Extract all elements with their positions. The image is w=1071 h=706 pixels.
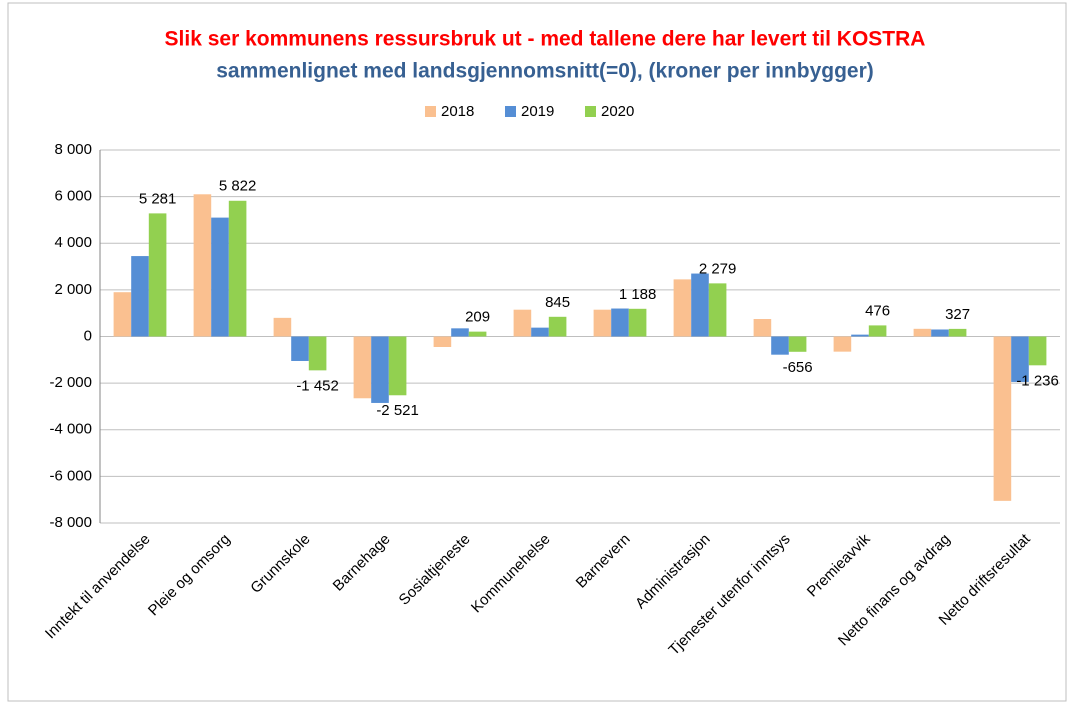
bar — [291, 336, 309, 361]
chart-subtitle: sammenlignet med landsgjennomsnitt(=0), … — [216, 60, 874, 83]
y-tick-label: 6 000 — [54, 188, 92, 205]
bar — [548, 316, 567, 337]
data-label: -1 452 — [296, 377, 339, 394]
bar — [851, 334, 869, 337]
data-label: 209 — [465, 309, 490, 326]
bar — [673, 279, 692, 337]
legend-swatch — [585, 106, 596, 117]
data-label: -2 521 — [376, 402, 419, 419]
bar — [131, 256, 149, 337]
bar — [628, 308, 647, 337]
bar — [211, 217, 229, 337]
bar — [931, 329, 949, 337]
y-tick-label: 8 000 — [54, 141, 92, 158]
bar — [388, 336, 407, 396]
legend-label: 2018 — [441, 103, 474, 120]
bar — [1028, 336, 1047, 366]
bar — [788, 336, 807, 352]
data-label: -656 — [783, 359, 813, 376]
chart-border — [7, 2, 1067, 702]
bar — [753, 319, 772, 337]
bar — [433, 336, 452, 347]
bar — [228, 200, 247, 337]
data-label: 327 — [945, 306, 970, 323]
bar — [948, 328, 967, 337]
bar — [993, 336, 1012, 501]
y-tick-label: -4 000 — [49, 421, 92, 438]
data-label: 476 — [865, 302, 890, 319]
legend-swatch — [505, 106, 516, 117]
legend-label: 2019 — [521, 103, 554, 120]
bar — [531, 327, 549, 337]
data-label: 5 281 — [139, 190, 177, 207]
bar — [708, 283, 727, 337]
bar — [468, 331, 487, 337]
bar — [451, 328, 469, 337]
chart-title: Slik ser kommunens ressursbruk ut - med … — [165, 28, 926, 51]
data-label: 2 279 — [699, 260, 737, 277]
bar — [371, 336, 389, 403]
bar — [913, 328, 932, 337]
bar — [1011, 336, 1029, 382]
bar — [113, 292, 132, 337]
legend-swatch — [425, 106, 436, 117]
data-label: 845 — [545, 294, 570, 311]
bar — [611, 308, 629, 337]
bar — [691, 273, 709, 337]
y-tick-label: 2 000 — [54, 281, 92, 298]
legend-label: 2020 — [601, 103, 634, 120]
bar — [513, 309, 532, 337]
y-tick-label: -2 000 — [49, 374, 92, 391]
bar — [593, 309, 612, 337]
y-tick-label: -6 000 — [49, 467, 92, 484]
bar — [193, 194, 212, 337]
data-label: 1 188 — [619, 286, 657, 303]
data-label: 5 822 — [219, 178, 257, 195]
bar — [833, 336, 852, 352]
bar — [771, 336, 789, 355]
data-label: -1 236 — [1016, 372, 1059, 389]
bar — [868, 325, 887, 337]
bar — [273, 317, 292, 337]
y-tick-label: 4 000 — [54, 234, 92, 251]
bar — [148, 213, 167, 337]
bar — [353, 336, 372, 399]
y-tick-label: 0 — [84, 327, 92, 344]
y-tick-label: -8 000 — [49, 514, 92, 531]
bar — [308, 336, 327, 371]
